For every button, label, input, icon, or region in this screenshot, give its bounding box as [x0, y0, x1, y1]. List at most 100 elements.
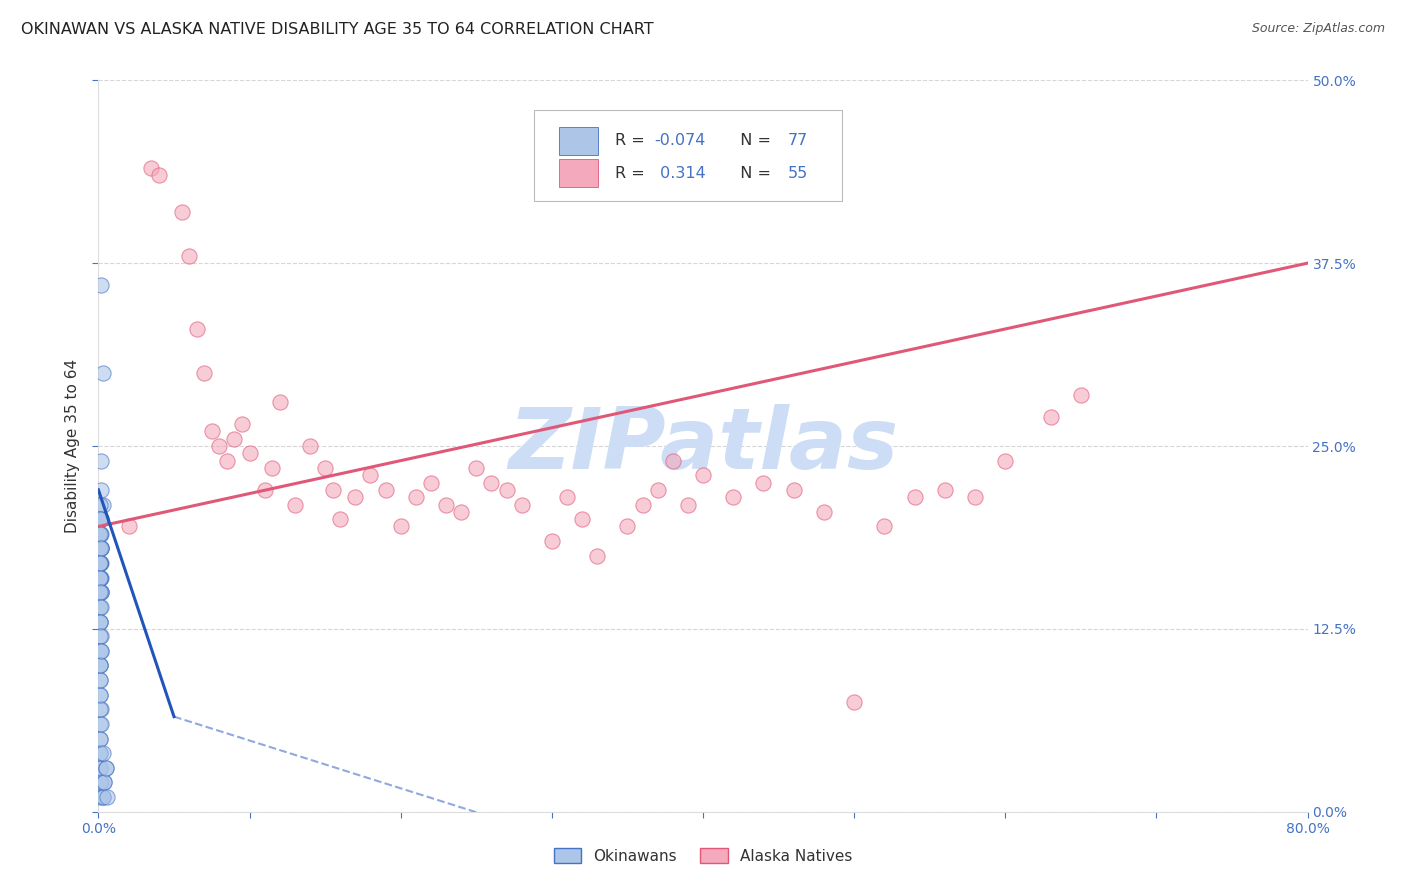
Point: [89, 615, 111, 629]
Point: [148, 169, 170, 183]
Point: [170, 205, 193, 219]
Point: [89, 644, 111, 658]
Point: [540, 534, 562, 549]
FancyBboxPatch shape: [560, 127, 598, 155]
Point: [253, 483, 276, 497]
Point: [1039, 409, 1062, 424]
Point: [89, 556, 111, 570]
Point: [90, 541, 112, 556]
Point: [90, 717, 112, 731]
Point: [329, 512, 352, 526]
Point: [89, 585, 111, 599]
Text: N =: N =: [730, 166, 776, 181]
Point: [965, 490, 987, 504]
Point: [676, 498, 699, 512]
Text: R =: R =: [614, 134, 650, 148]
Point: [89, 526, 111, 541]
Point: [90, 644, 112, 658]
Point: [215, 453, 238, 467]
Point: [89, 629, 111, 643]
Point: [510, 498, 533, 512]
Point: [89, 571, 111, 585]
Point: [90, 599, 112, 614]
Text: ZIPatlas: ZIPatlas: [508, 404, 898, 488]
FancyBboxPatch shape: [534, 110, 842, 201]
Point: [89, 498, 111, 512]
Point: [571, 512, 593, 526]
Point: [89, 790, 111, 805]
Point: [994, 453, 1017, 467]
Point: [193, 366, 215, 380]
Point: [344, 490, 367, 504]
Point: [752, 475, 775, 490]
Point: [90, 483, 112, 497]
Point: [90, 571, 112, 585]
Point: [89, 717, 111, 731]
Point: [314, 461, 336, 475]
Point: [89, 571, 111, 585]
Point: [465, 461, 488, 475]
Point: [89, 571, 111, 585]
Text: N =: N =: [730, 134, 776, 148]
Point: [374, 483, 396, 497]
Point: [208, 439, 231, 453]
Point: [269, 395, 291, 409]
Point: [89, 599, 111, 614]
Point: [94, 761, 117, 775]
Point: [90, 512, 112, 526]
Text: OKINAWAN VS ALASKA NATIVE DISABILITY AGE 35 TO 64 CORRELATION CHART: OKINAWAN VS ALASKA NATIVE DISABILITY AGE…: [21, 22, 654, 37]
Point: [91, 366, 114, 380]
Point: [89, 615, 111, 629]
Point: [118, 519, 141, 533]
Point: [90, 629, 112, 643]
Point: [89, 571, 111, 585]
Point: [186, 322, 208, 336]
Point: [647, 483, 669, 497]
Point: [239, 446, 262, 460]
Text: 0.314: 0.314: [655, 166, 706, 181]
Point: [89, 673, 111, 687]
Point: [873, 519, 896, 533]
Point: [89, 541, 111, 556]
Point: [90, 278, 112, 293]
Point: [89, 673, 111, 687]
Point: [586, 549, 609, 563]
Point: [904, 490, 927, 504]
Point: [389, 519, 412, 533]
Point: [224, 432, 246, 446]
Point: [783, 483, 806, 497]
Point: [616, 519, 638, 533]
Legend: Okinawans, Alaska Natives: Okinawans, Alaska Natives: [548, 842, 858, 870]
Point: [631, 498, 654, 512]
Text: -0.074: -0.074: [655, 134, 706, 148]
Point: [844, 695, 866, 709]
Point: [90, 702, 112, 716]
Point: [90, 541, 112, 556]
Point: [90, 512, 112, 526]
Point: [322, 483, 344, 497]
Point: [89, 658, 111, 673]
Point: [91, 790, 114, 805]
Point: [89, 556, 111, 570]
Point: [813, 505, 835, 519]
Point: [91, 498, 114, 512]
Point: [555, 490, 578, 504]
Point: [90, 585, 112, 599]
Point: [299, 439, 322, 453]
Point: [89, 746, 111, 760]
Point: [93, 775, 115, 789]
Point: [179, 249, 201, 263]
Point: [89, 526, 111, 541]
Point: [89, 658, 111, 673]
Point: [89, 571, 111, 585]
Point: [90, 644, 112, 658]
Point: [661, 453, 683, 467]
Point: [89, 526, 111, 541]
Point: [262, 461, 284, 475]
Text: R =: R =: [614, 166, 650, 181]
Point: [89, 615, 111, 629]
Point: [89, 731, 111, 746]
Point: [89, 761, 111, 775]
Point: [89, 702, 111, 716]
Point: [434, 498, 457, 512]
